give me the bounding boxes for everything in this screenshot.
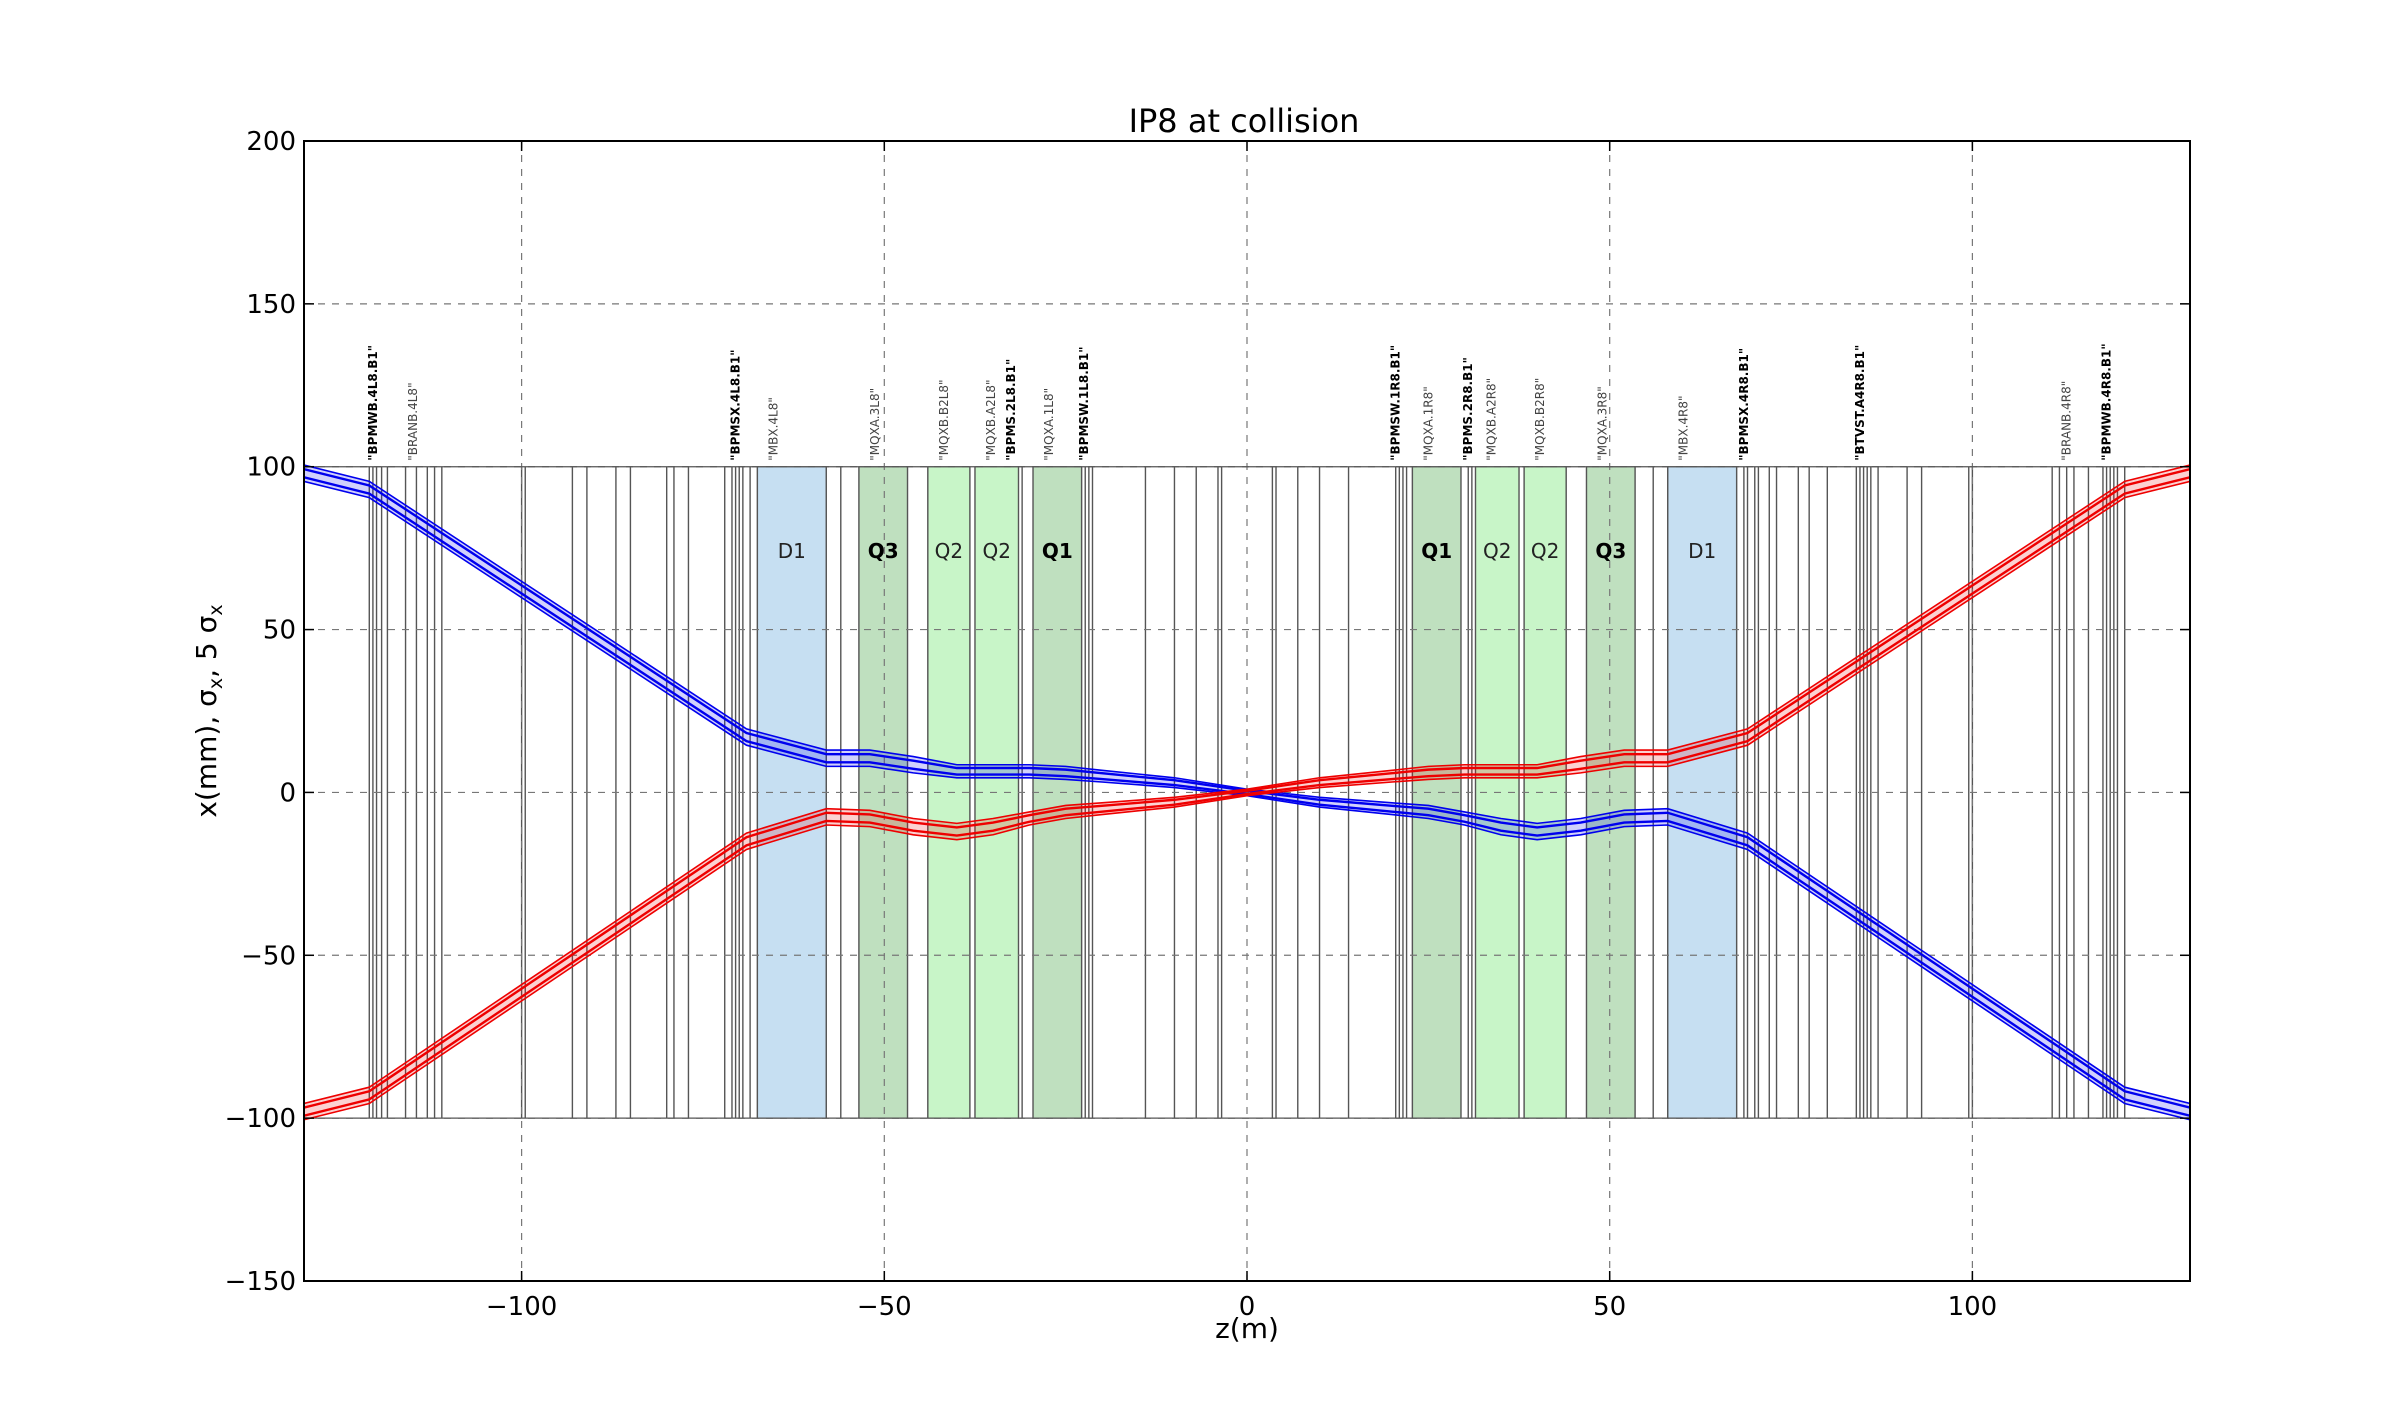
element-name-label: "BPMSX.4L8.B1" xyxy=(729,349,743,460)
x-tick-label: −100 xyxy=(486,1292,557,1322)
plot-area: D1 Q3 Q2 Q2 Q1 Q1 Q2 Q2 Q3 D1 "MBX.4L8" "MQXA.3L8" "… xyxy=(304,140,2190,1282)
y-tick-label: −50 xyxy=(241,941,296,971)
x-tick-label: 100 xyxy=(1948,1292,1998,1322)
element-name-label: "BPMSW.1L8.B1" xyxy=(1077,346,1091,460)
envelope-band xyxy=(304,465,2190,1120)
magnet-block xyxy=(1523,466,1567,1119)
element-name-label: "MQXB.B2R8" xyxy=(1533,378,1547,461)
magnet-block xyxy=(1032,466,1083,1119)
orbit-line xyxy=(304,467,2190,1109)
element-name-label: "BRANB.4R8" xyxy=(2060,381,2074,461)
chart-title: IP8 at collision xyxy=(1129,102,1360,140)
y-tick-label: −150 xyxy=(225,1267,296,1297)
element-name-label: "BPMS.2L8.B1" xyxy=(1004,359,1018,461)
magnet-label: D1 xyxy=(778,539,806,563)
y-tick-label: 0 xyxy=(279,778,296,808)
magnet-label: Q2 xyxy=(1531,539,1559,563)
envelope-edge xyxy=(304,480,2190,1121)
y-tick-label: 200 xyxy=(246,127,296,157)
element-name-label: "BTVST.A4R8.B1" xyxy=(1853,345,1867,461)
magnet-label: Q2 xyxy=(983,539,1011,563)
magnet-label: Q1 xyxy=(1042,539,1073,563)
x-tick-label: 0 xyxy=(1239,1292,1256,1322)
element-name-label: "BPMWB.4R8.B1" xyxy=(2100,343,2114,460)
element-name-label: "BRANB.4L8" xyxy=(406,382,420,460)
element-name-label: "MQXA.3L8" xyxy=(868,388,882,461)
x-tick-label: −50 xyxy=(857,1292,912,1322)
element-name-label: "MQXB.A2R8" xyxy=(1484,378,1498,461)
orbit-line xyxy=(304,476,2190,1117)
element-name-label: "MQXA.1R8" xyxy=(1421,386,1435,460)
envelope-band xyxy=(304,465,2190,1120)
y-tick-label: −100 xyxy=(225,1104,296,1134)
element-name-label: "MQXA.1L8" xyxy=(1042,388,1056,461)
element-name-label: "MQXA.3R8" xyxy=(1595,386,1609,460)
axis-ticks: −100 −50 0 50 100 −150 −100 −50 0 50 100 150 200 xyxy=(225,127,2190,1322)
element-name-label: "MBX.4L8" xyxy=(766,397,780,461)
magnet-label: Q2 xyxy=(1483,539,1511,563)
magnet-label: Q1 xyxy=(1421,539,1452,563)
envelope-edge xyxy=(304,464,2190,1105)
magnet-label: Q3 xyxy=(868,539,899,563)
y-tick-label: 100 xyxy=(246,453,296,483)
magnet-label: D1 xyxy=(1688,539,1716,563)
magnet-label: Q2 xyxy=(935,539,963,563)
magnet-label: Q3 xyxy=(1595,539,1626,563)
element-name-label: "MBX.4R8" xyxy=(1677,395,1691,460)
element-name-label: "BPMSX.4R8.B1" xyxy=(1737,348,1751,461)
element-name-label: "MQXB.A2L8" xyxy=(984,379,998,460)
y-axis-label: x(mm), σx, 5 σx xyxy=(190,604,227,817)
element-name-label: "BPMS.2R8.B1" xyxy=(1461,357,1475,461)
y-tick-label: 150 xyxy=(246,290,296,320)
element-name-label: "MQXB.B2L8" xyxy=(937,379,951,460)
x-tick-label: 50 xyxy=(1593,1292,1626,1322)
y-tick-label: 50 xyxy=(263,616,296,646)
x-axis-label: z(m) xyxy=(1215,1312,1279,1345)
element-name-label: "BPMSW.1R8.B1" xyxy=(1389,345,1403,461)
element-name-label: "BPMWB.4L8.B1" xyxy=(366,345,380,461)
